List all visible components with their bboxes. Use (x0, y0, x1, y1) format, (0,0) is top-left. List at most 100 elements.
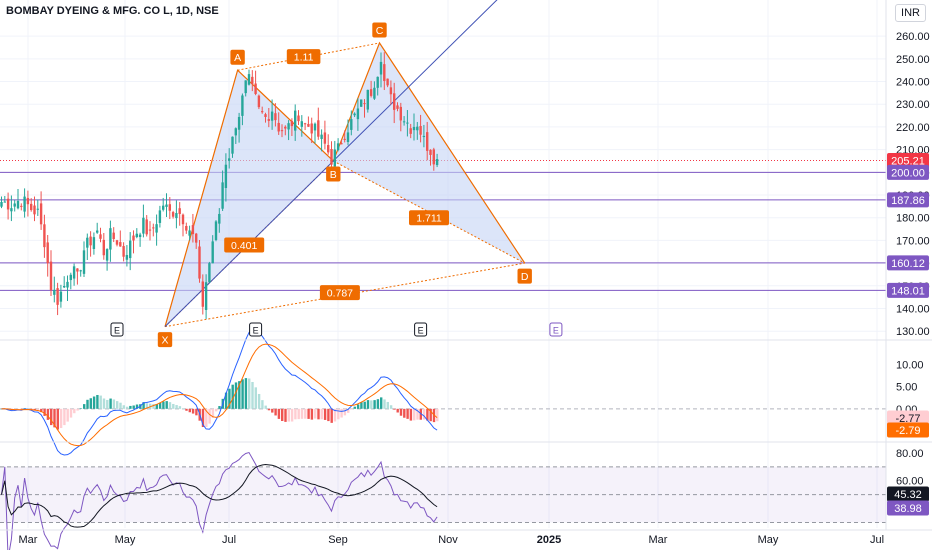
macd-histogram-bar (290, 408, 294, 422)
candle-body (102, 239, 105, 256)
macd-histogram-bar (373, 400, 376, 409)
pattern-ratio-label-box (224, 237, 265, 253)
currency-button[interactable]: INR (895, 4, 926, 22)
candle-body (211, 241, 214, 264)
candle-body (346, 132, 350, 142)
macd-histogram-bar (380, 397, 383, 409)
macd-histogram-bar (429, 408, 432, 422)
time-axis[interactable]: Mar May Jul Sep Nov 2025 Mar May Jul (19, 534, 885, 546)
macd-histogram-bar (69, 408, 73, 418)
pattern-point-label-box (517, 268, 532, 284)
macd-histogram-bar (248, 378, 251, 409)
rsi-value-label-box (887, 500, 929, 516)
candle-body (257, 95, 261, 108)
candle-body (303, 123, 307, 125)
macd-histogram-bar (241, 379, 244, 409)
macd-histogram-bar (264, 405, 267, 409)
candle-body (399, 106, 402, 121)
candle-body (142, 217, 145, 234)
macd-histogram-bar (323, 408, 327, 420)
signal-line (1, 343, 438, 447)
pattern-point-label: B (330, 169, 337, 181)
candle-body (82, 250, 86, 274)
candle-body (432, 149, 435, 165)
candle-body (49, 261, 53, 291)
macd-histogram-bar (175, 405, 178, 409)
macd-histogram-bar (333, 408, 337, 422)
candle-body (171, 212, 175, 217)
macd-histogram-bar (386, 401, 389, 409)
macd-histogram-bar (129, 405, 132, 409)
candle-body (267, 119, 270, 121)
candle-body (419, 126, 422, 135)
macd-histogram-bar (426, 408, 429, 421)
candle-body (287, 123, 290, 130)
price-tick-label: 130.00 (896, 326, 930, 338)
macd-histogram-bar (436, 408, 439, 422)
candle-body (435, 159, 439, 166)
price-tick-label: 250.00 (896, 54, 930, 66)
candle-body (363, 103, 366, 105)
pattern-triangle-bcd (333, 42, 525, 264)
candle-body (20, 205, 23, 207)
time-tick-label: May (115, 534, 136, 546)
candle-body (221, 182, 224, 209)
candle-body (373, 87, 376, 99)
macd-histogram-bar (23, 408, 26, 409)
candle-body (237, 116, 241, 130)
pattern-point-label-box (326, 166, 341, 182)
macd-histogram-bar (20, 408, 23, 410)
macd-histogram-bar (356, 404, 360, 409)
macd-histogram-bar (383, 399, 386, 409)
price-level-label: 200.00 (891, 167, 925, 179)
price-level-label-box (887, 153, 929, 169)
price-level-label-box (887, 255, 929, 271)
candle-body (402, 121, 406, 123)
macd-histogram-bar (26, 408, 30, 410)
macd-histogram-bar (363, 401, 366, 409)
macd-histogram-bar (228, 388, 231, 409)
candle-body (148, 229, 152, 231)
time-tick-label: Jul (870, 534, 884, 546)
candle-body (383, 64, 386, 81)
xabcd-pattern[interactable] (164, 0, 580, 328)
price-level-label-box (887, 192, 929, 208)
candle-body (152, 227, 155, 229)
candle-body (366, 89, 369, 110)
macd-histogram-bar (327, 408, 330, 422)
macd-histogram-bar (218, 406, 221, 409)
candle-body (63, 286, 66, 288)
price-tick-label: 230.00 (896, 99, 930, 111)
candle-body (336, 143, 340, 151)
macd-histogram-bar (284, 408, 287, 422)
macd-histogram-bar (307, 408, 310, 419)
macd-histogram-bar (92, 396, 96, 409)
macd-histogram-bar (50, 408, 53, 426)
macd-histogram-bar (393, 408, 396, 410)
macd-histogram-bar (188, 408, 191, 413)
candle-body (386, 78, 389, 86)
macd-histogram-bar (155, 404, 158, 409)
macd-histogram-bar (106, 399, 109, 409)
candle-body (396, 105, 399, 109)
macd-histogram-bar (304, 408, 307, 419)
macd-histogram-bar (300, 408, 304, 419)
macd-histogram-bar (185, 408, 188, 411)
macd-histogram-bar (135, 404, 139, 409)
candle-body (393, 93, 396, 110)
candle-body (254, 83, 257, 94)
candle-body (330, 149, 333, 165)
macd-histogram-bar (343, 408, 347, 416)
macd-histogram-bar (422, 408, 426, 420)
macd-histogram-bar (66, 408, 69, 422)
candle-body (36, 208, 39, 210)
candlestick-series (0, 52, 439, 319)
macd-histogram-bar (172, 403, 175, 409)
candle-body (165, 204, 168, 207)
macd-histogram-bar (116, 401, 119, 409)
candle-body (244, 80, 247, 94)
macd-histogram-bar (350, 408, 353, 410)
